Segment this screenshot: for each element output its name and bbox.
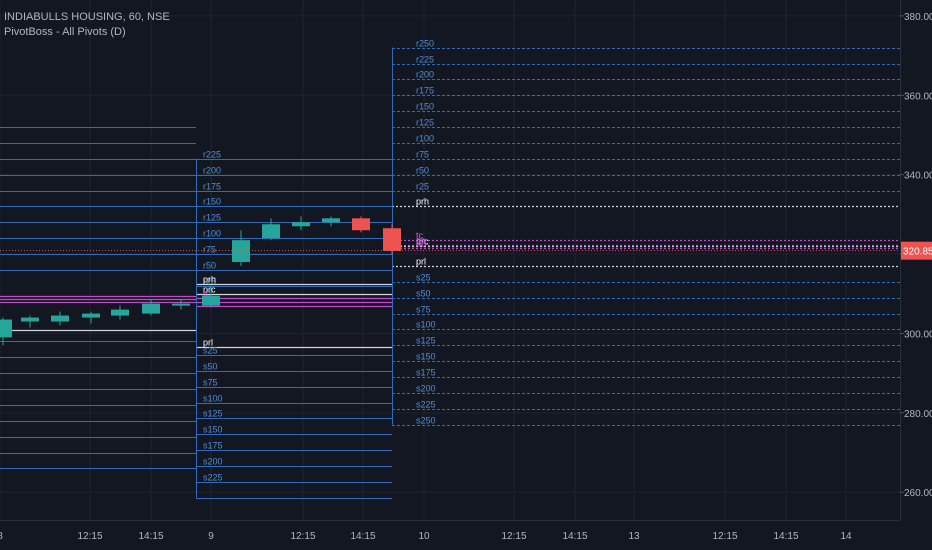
- pivot-label-tc: tc: [416, 231, 424, 241]
- pivot-label-r250: r250: [416, 39, 434, 49]
- price-tick-label: 260.00: [904, 488, 932, 499]
- candle-body[interactable]: [111, 309, 129, 316]
- time-tick-label: 12:15: [77, 531, 102, 542]
- pivot-label-s225: s225: [203, 473, 223, 483]
- pivot-label-r225: r225: [416, 55, 434, 65]
- pivot-label-pp: pp: [416, 236, 426, 246]
- pivot-label-s125: s125: [203, 409, 223, 419]
- time-tick-label: 14:15: [350, 531, 375, 542]
- pivot-label-r50: r50: [203, 261, 216, 271]
- pivot-label-prh: prh: [416, 197, 429, 207]
- pivot-label-s150: s150: [203, 425, 223, 435]
- time-axis-bg: [0, 520, 900, 550]
- pivot-label-s100: s100: [203, 394, 223, 404]
- pivot-label-s175: s175: [203, 441, 223, 451]
- candle-body[interactable]: [352, 218, 370, 231]
- pivot-label-prl: prl: [416, 257, 426, 267]
- time-tick-label: 8: [0, 531, 3, 542]
- pivot-label-prl: prl: [203, 338, 213, 348]
- pivot-label-r75: r75: [203, 245, 216, 255]
- time-tick-label: 12:15: [290, 531, 315, 542]
- current-price-badge: [901, 241, 932, 260]
- candle-body[interactable]: [172, 303, 190, 306]
- pivot-label-s250: s250: [416, 416, 436, 426]
- pivot-label-s225: s225: [416, 400, 436, 410]
- time-tick-label: 9: [208, 531, 214, 542]
- candle-body[interactable]: [142, 303, 160, 314]
- pivot-label-r175: r175: [203, 182, 221, 192]
- candle-body[interactable]: [82, 313, 100, 318]
- pivot-label-s175: s175: [416, 368, 436, 378]
- pivot-label-tc: tc: [203, 289, 211, 299]
- indicator-title[interactable]: PivotBoss - All Pivots (D): [4, 26, 126, 38]
- pivot-label-r25: r25: [203, 277, 216, 287]
- time-tick-label: 14:15: [773, 531, 798, 542]
- candle-body[interactable]: [202, 295, 220, 306]
- price-tick-label: 300.00: [904, 329, 932, 340]
- pivot-label-r125: r125: [416, 118, 434, 128]
- candle-body[interactable]: [262, 224, 280, 239]
- pivot-label-r150: r150: [203, 197, 221, 207]
- axis-corner: [900, 520, 932, 550]
- price-tick-label: 360.00: [904, 91, 932, 102]
- pivot-label-r150: r150: [416, 102, 434, 112]
- candle-body[interactable]: [383, 240, 401, 251]
- pivot-label-r100: r100: [203, 229, 221, 239]
- pivot-set-day-10: r250 r225 r200 r175 r150 r125 r100 r75 r50 r25 prh…: [392, 39, 900, 426]
- pivot-label-r225: r225: [203, 150, 221, 160]
- pivot-label-r50: r50: [416, 166, 429, 176]
- time-tick-label: 14:15: [138, 531, 163, 542]
- pivot-label-s100: s100: [416, 320, 436, 330]
- current-price-label: 320.85: [903, 247, 932, 258]
- pivot-label-s150: s150: [416, 352, 436, 362]
- time-axis[interactable]: 8 12:15 14:15 9 12:15 14:15 10 12:15 14:15 13 12:1…: [0, 520, 900, 550]
- time-tick-label: 12:15: [501, 531, 526, 542]
- pivot-label-r175: r175: [416, 86, 434, 96]
- price-tick-label: 380.00: [904, 12, 932, 23]
- pivot-set-day-8: [0, 127, 196, 469]
- candle-body[interactable]: [383, 228, 401, 243]
- time-tick-label: 14: [840, 531, 852, 542]
- candle-body[interactable]: [292, 222, 310, 227]
- pivot-label-r200: r200: [416, 70, 434, 80]
- price-tick-label: 280.00: [904, 409, 932, 420]
- pivot-label-s200: s200: [203, 457, 223, 467]
- pivot-label-r125: r125: [203, 213, 221, 223]
- pivot-label-s75: s75: [203, 378, 218, 388]
- time-tick-label: 10: [418, 531, 430, 542]
- candle-body[interactable]: [322, 218, 340, 223]
- symbol-title[interactable]: INDIABULLS HOUSING, 60, NSE: [4, 11, 170, 23]
- pivot-label-s50: s50: [416, 289, 431, 299]
- pivot-label-s75: s75: [416, 305, 431, 315]
- time-tick-label: 12:15: [712, 531, 737, 542]
- pivot-label-s200: s200: [416, 384, 436, 394]
- time-tick-label: 14:15: [562, 531, 587, 542]
- price-axis[interactable]: 380.00360.00340.00320.00300.00280.00260.…: [900, 0, 932, 550]
- pivot-label-prh: prh: [203, 275, 216, 285]
- pivot-label-prc: prc: [203, 285, 216, 295]
- pivot-label-s50: s50: [203, 362, 218, 372]
- time-tick-label: 13: [628, 531, 640, 542]
- pivot-label-r25: r25: [416, 182, 429, 192]
- candle-body[interactable]: [51, 315, 69, 322]
- pivot-label-r200: r200: [203, 166, 221, 176]
- pivot-label-bc: bc: [416, 239, 426, 249]
- pivot-label-s25: s25: [416, 273, 431, 283]
- pivot-set-day-9: r225 r200 r175 r150 r125 r100 r75 r50 r25prhprct…: [196, 150, 392, 499]
- pivot-label-prc: prc: [416, 237, 429, 247]
- pivot-label-r100: r100: [416, 134, 434, 144]
- chart-legend: INDIABULLS HOUSING, 60, NSE PivotBoss - …: [4, 10, 170, 40]
- price-tick-label: 340.00: [904, 171, 932, 182]
- pivot-label-r75: r75: [416, 150, 429, 160]
- vertical-grid: [0, 0, 847, 520]
- candle-body[interactable]: [21, 317, 39, 322]
- candle-body[interactable]: [0, 319, 12, 338]
- pivot-label-s25: s25: [203, 346, 218, 356]
- price-axis-bg: [900, 0, 932, 550]
- pivot-label-s125: s125: [416, 336, 436, 346]
